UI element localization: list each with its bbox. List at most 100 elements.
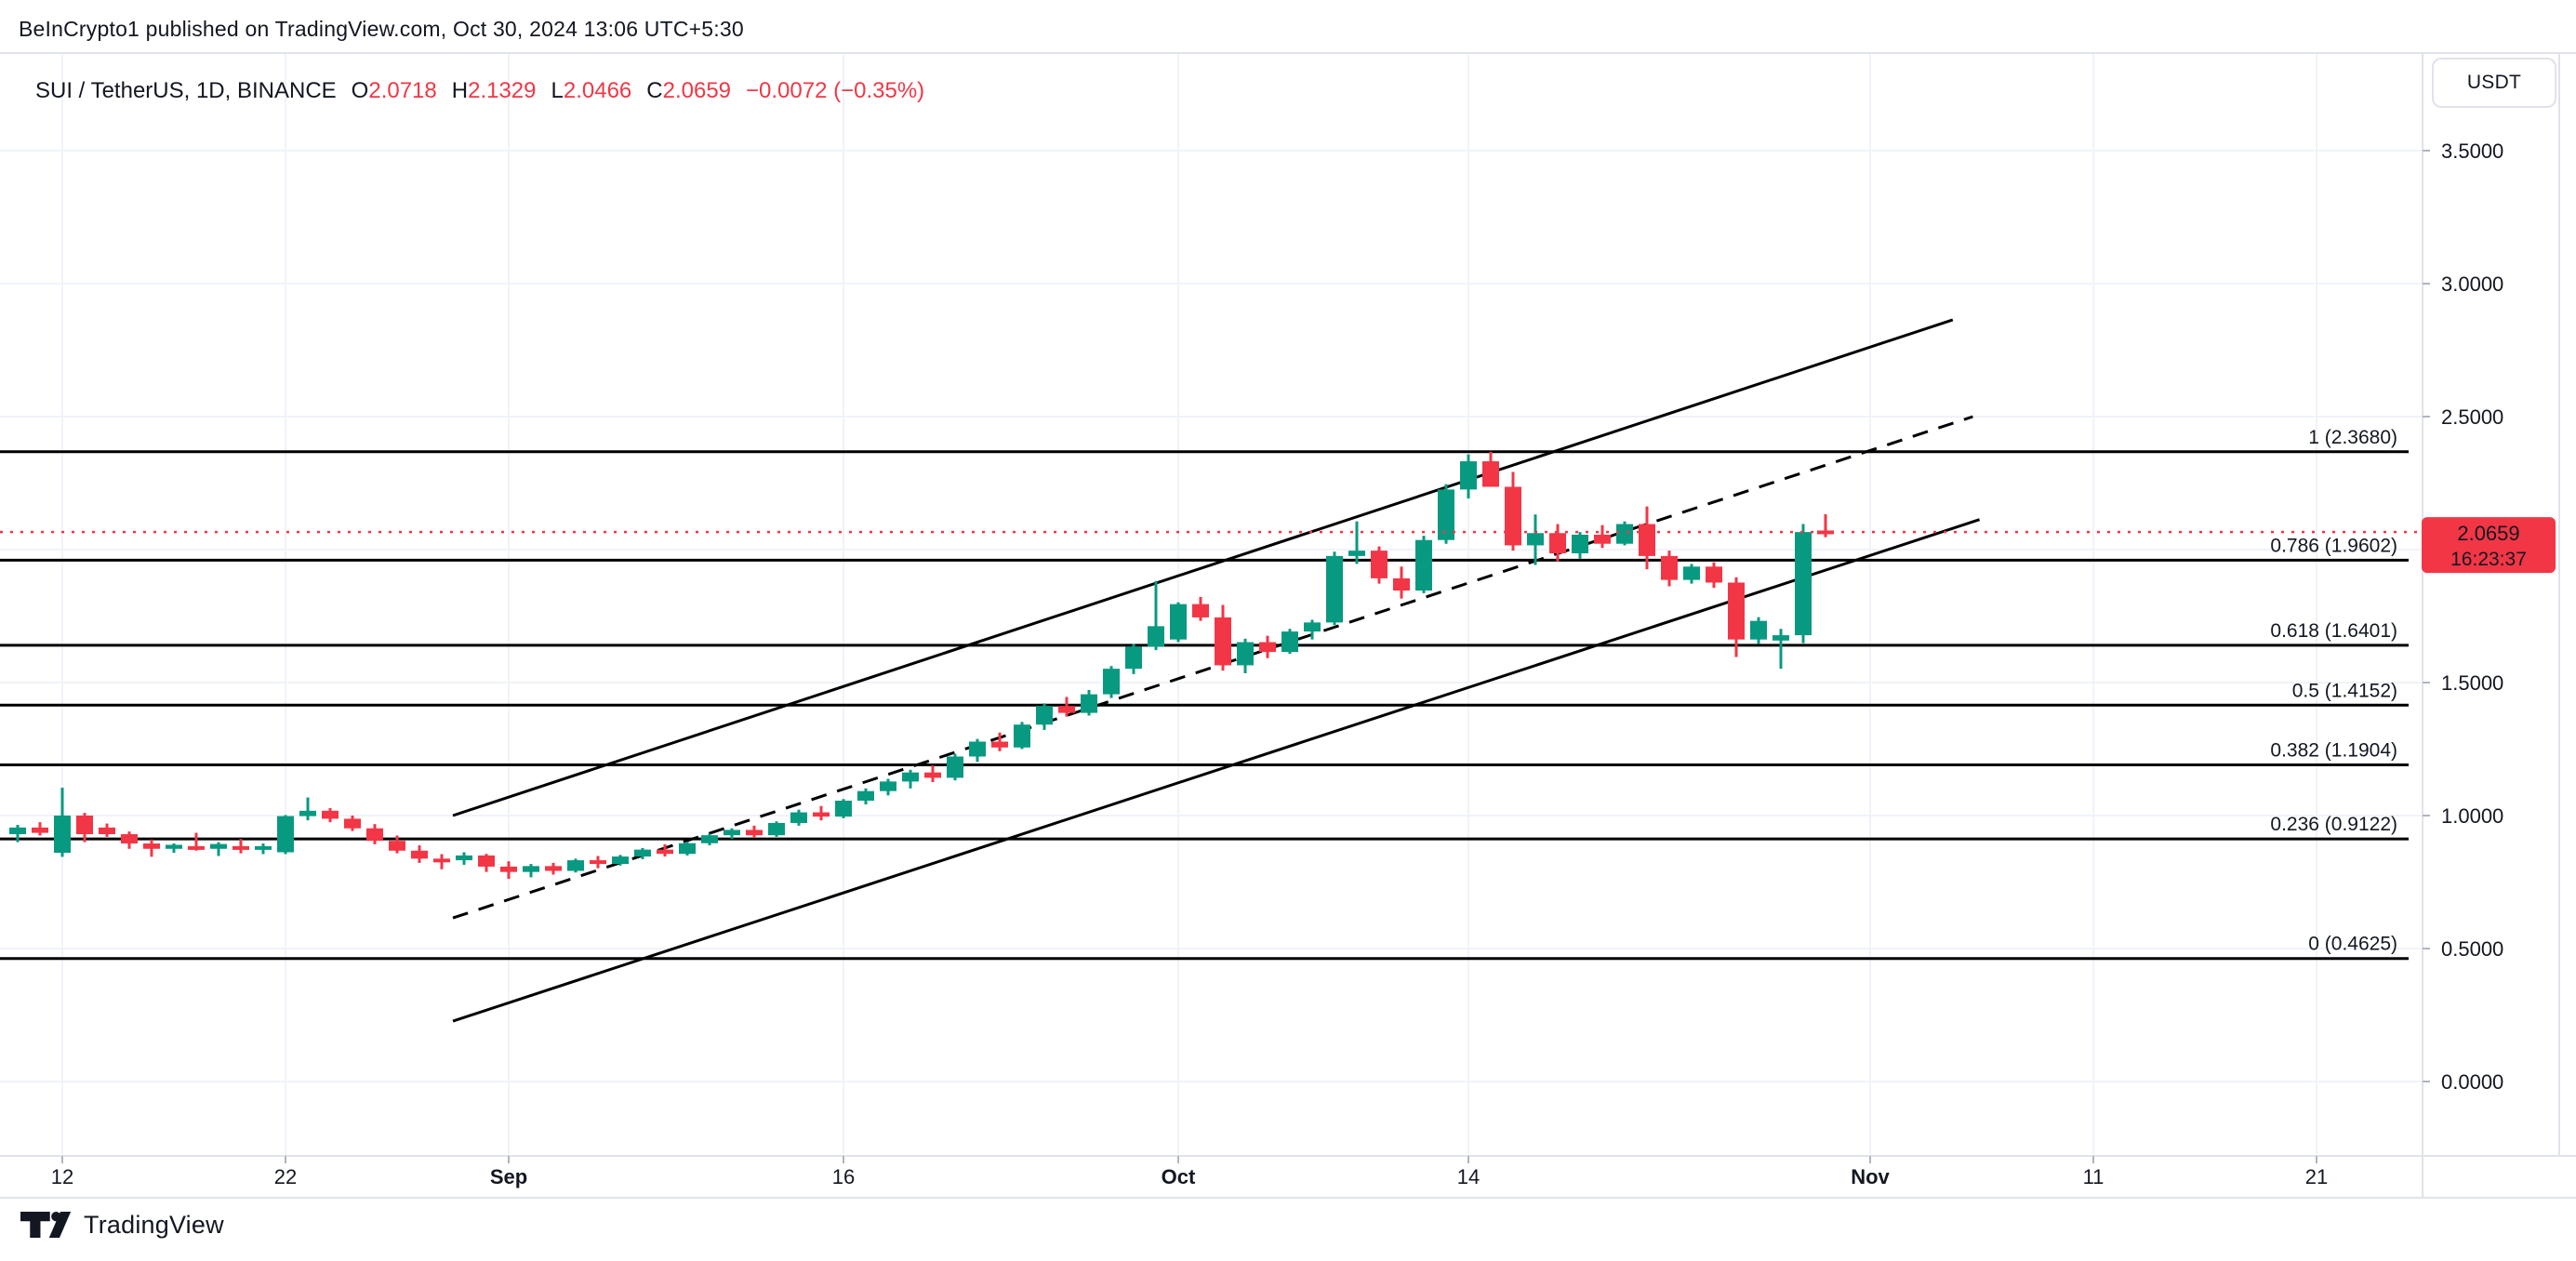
candle: [1326, 555, 1343, 623]
candle: [545, 866, 562, 871]
candle: [634, 849, 651, 857]
candle: [1125, 646, 1142, 670]
change-badge: −0.0072 (−0.35%): [746, 78, 925, 103]
candle: [1750, 620, 1767, 640]
candle: [1773, 635, 1789, 641]
fib-label: 0.382 (1.1904): [2270, 740, 2397, 762]
ohlc-high: H2.1329: [451, 78, 537, 103]
candle: [1572, 534, 1588, 554]
candle: [121, 834, 138, 844]
ohlc-close: C2.0659: [646, 78, 732, 103]
fib-retracement: 1 (2.3680) 0.786 (1.9602) 0.618 (1.6401) 0.…: [0, 427, 2409, 961]
time-axis[interactable]: 12 22 Sep 16 Oct 14 Nov 11 21: [51, 1156, 2328, 1188]
candle: [590, 860, 606, 865]
candle: [32, 827, 48, 833]
candle: [813, 812, 830, 817]
candle: [1482, 461, 1499, 487]
candle: [880, 781, 896, 791]
candle: [1170, 604, 1187, 640]
candle: [724, 830, 740, 836]
fib-label: 0.236 (0.9122): [2270, 814, 2397, 835]
candle: [1706, 566, 1722, 583]
candle: [76, 816, 93, 835]
candle: [768, 823, 785, 836]
tradingview-logo[interactable]: TradingView: [20, 1209, 224, 1241]
candle: [1237, 642, 1254, 666]
attribution-text: BeInCrypto1 published on TradingView.com…: [19, 17, 744, 41]
tradingview-logo-icon: [20, 1212, 72, 1238]
candle: [277, 816, 294, 853]
candle: [1192, 604, 1209, 617]
candle: [612, 856, 629, 865]
candle: [166, 844, 182, 849]
candle: [411, 850, 428, 859]
candle: [1549, 533, 1566, 554]
candle: [344, 818, 361, 829]
time-tick-label: 14: [1457, 1165, 1480, 1188]
candle: [790, 812, 807, 824]
symbol-title[interactable]: SUI / TetherUS, 1D, BINANCE: [35, 78, 337, 103]
price-tick-label: 3.5000: [2441, 139, 2503, 163]
time-tick-label: Nov: [1851, 1165, 1890, 1188]
time-tick-label: 11: [2083, 1165, 2105, 1188]
candle: [1103, 669, 1120, 695]
ohlc-open: O2.0718: [351, 78, 437, 103]
time-tick-label: 12: [51, 1165, 73, 1188]
candle: [1014, 724, 1030, 748]
current-price-label: 2.0659 16:23:37: [2422, 517, 2556, 574]
candle: [1817, 530, 1834, 535]
fib-label: 0 (0.4625): [2308, 934, 2397, 955]
price-axis[interactable]: 3.5000 3.0000 2.5000 1.5000 1.0000 0.5000 0.00…: [2423, 139, 2503, 1094]
candle: [701, 835, 718, 843]
candle: [947, 756, 963, 778]
candle: [143, 843, 160, 849]
svg-text:16:23:37: 16:23:37: [2450, 549, 2527, 570]
price-tick-label: 2.5000: [2441, 405, 2503, 429]
candle: [1081, 694, 1097, 713]
candle: [1527, 533, 1544, 546]
candle: [657, 849, 673, 855]
candle: [322, 810, 339, 819]
candle: [1683, 566, 1700, 580]
candle: [969, 741, 986, 757]
candle: [924, 772, 941, 778]
candlestick-series: [9, 451, 1834, 880]
candle: [746, 830, 763, 836]
price-tick-label: 3.0000: [2441, 272, 2503, 296]
candle: [567, 860, 584, 871]
candle: [9, 827, 26, 835]
candle: [902, 772, 919, 782]
candle: [99, 827, 115, 835]
time-tick-label: 22: [274, 1165, 297, 1188]
candle: [1304, 622, 1321, 632]
ohlc-low: L2.0466: [551, 78, 632, 103]
candle: [835, 800, 852, 817]
price-tick-label: 0.0000: [2441, 1070, 2503, 1094]
candle: [389, 841, 405, 851]
tradingview-logo-text: TradingView: [84, 1210, 224, 1239]
candle: [299, 810, 316, 816]
candle: [1371, 551, 1388, 578]
candle: [1348, 551, 1365, 556]
fib-label: 1 (2.3680): [2308, 427, 2397, 448]
candle: [1036, 706, 1053, 725]
candle: [1505, 486, 1521, 546]
candle: [1393, 577, 1410, 591]
candle: [1728, 582, 1745, 640]
currency-toggle-button[interactable]: USDT: [2432, 58, 2556, 108]
candle: [188, 845, 205, 850]
candle: [1259, 642, 1276, 653]
candle: [456, 855, 472, 861]
candle: [1795, 532, 1812, 636]
time-tick-label: Oct: [1162, 1165, 1196, 1188]
symbol-legend: SUI / TetherUS, 1D, BINANCE O2.0718 H2.1…: [35, 78, 924, 104]
candle: [1215, 617, 1231, 666]
fib-label: 0.786 (1.9602): [2270, 535, 2397, 556]
time-tick-label: Sep: [490, 1165, 527, 1188]
time-tick-label: 21: [2305, 1165, 2328, 1188]
grid: [0, 53, 2423, 1156]
candle: [1639, 524, 1655, 556]
attribution-bar: BeInCrypto1 published on TradingView.com…: [19, 17, 744, 42]
